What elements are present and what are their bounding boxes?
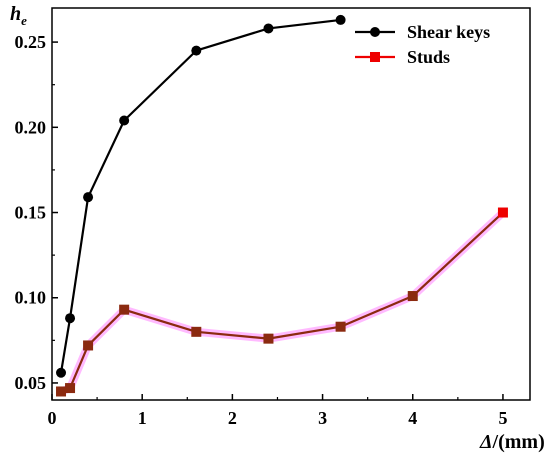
studs-point bbox=[191, 326, 202, 337]
legend-shear-keys-marker bbox=[370, 27, 380, 37]
studs-line bbox=[60, 211, 504, 393]
studs-point bbox=[407, 291, 418, 302]
y-tick-label: 0.15 bbox=[15, 203, 47, 223]
shear-keys-point bbox=[191, 45, 202, 56]
y-axis-label-sub: e bbox=[21, 13, 27, 28]
shear-keys-line bbox=[59, 18, 341, 373]
x-axis: 0 1 2 3 4 5 bbox=[48, 394, 507, 428]
y-axis: 0.05 0.10 0.15 0.20 0.25 bbox=[15, 32, 58, 393]
studs-point bbox=[56, 386, 67, 397]
legend-studs-label: Studs bbox=[407, 47, 450, 67]
studs-point bbox=[83, 340, 94, 351]
x-axis-label-symbol: Δ bbox=[479, 431, 493, 453]
shear-keys-point bbox=[263, 23, 274, 34]
y-axis-label: he bbox=[10, 3, 27, 28]
legend-shear-keys-label: Shear keys bbox=[407, 22, 490, 42]
shear-keys-point bbox=[65, 313, 76, 324]
y-tick-label: 0.20 bbox=[15, 117, 47, 137]
x-tick-label: 5 bbox=[498, 408, 507, 428]
studs-point bbox=[65, 383, 76, 394]
shear-keys-point bbox=[56, 367, 67, 378]
x-tick-label: 2 bbox=[228, 408, 237, 428]
shear-keys-point bbox=[335, 14, 346, 25]
x-axis-label-suffix: /(mm) bbox=[492, 431, 545, 453]
shear-keys-point bbox=[83, 192, 94, 203]
series-layer bbox=[56, 14, 508, 397]
x-tick-label: 3 bbox=[318, 408, 327, 428]
y-tick-label: 0.10 bbox=[15, 288, 47, 308]
studs-point bbox=[497, 207, 508, 218]
studs-point bbox=[119, 304, 130, 315]
x-tick-label: 0 bbox=[48, 408, 57, 428]
y-tick-label: 0.25 bbox=[15, 32, 47, 52]
x-axis-label: Δ/(mm) bbox=[479, 431, 545, 453]
plot-border bbox=[51, 7, 531, 401]
shear-keys-point bbox=[119, 115, 130, 126]
y-tick-label: 0.05 bbox=[15, 373, 47, 393]
legend: Shear keys Studs bbox=[355, 22, 490, 67]
studs-line-glow bbox=[57, 208, 507, 396]
studs-point bbox=[335, 321, 346, 332]
studs-point bbox=[263, 333, 274, 344]
x-tick-label: 1 bbox=[138, 408, 147, 428]
y-axis-label-base: h bbox=[10, 3, 21, 25]
plot-frame bbox=[51, 7, 531, 401]
legend-studs-marker bbox=[370, 52, 380, 62]
x-tick-label: 4 bbox=[408, 408, 417, 428]
